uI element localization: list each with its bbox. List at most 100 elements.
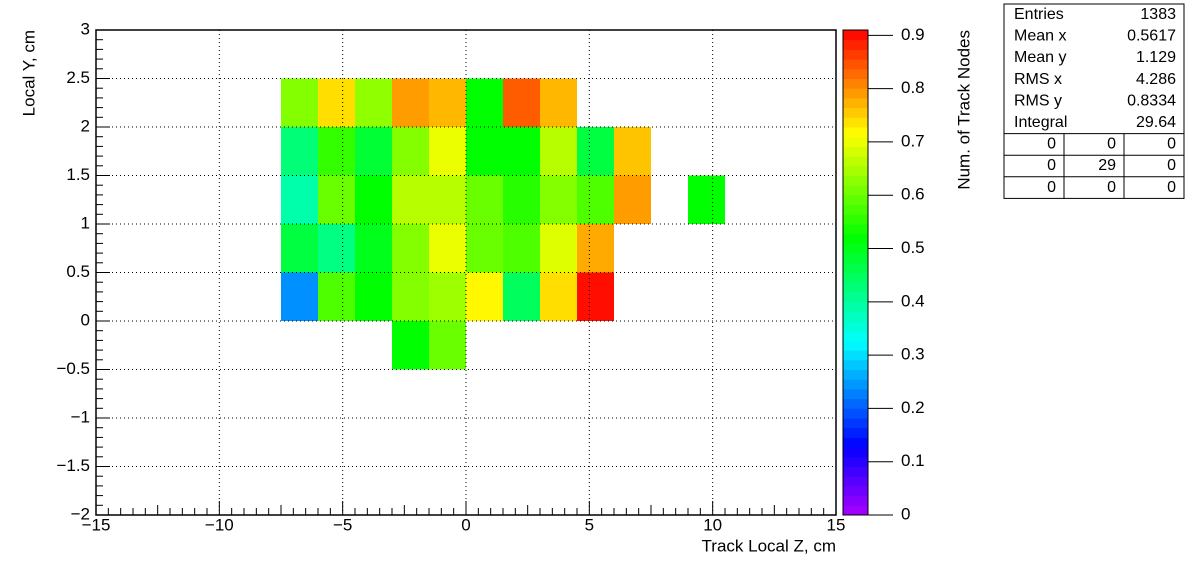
colorbar-step — [843, 369, 868, 380]
y-tick-label: 0 — [81, 310, 90, 329]
colorbar-step — [843, 156, 868, 167]
heat-cell — [577, 127, 614, 176]
z-tick-label: 0.5 — [901, 238, 925, 257]
colorbar-step — [843, 437, 868, 448]
x-tick-label: −15 — [82, 515, 111, 534]
colorbar-step — [843, 476, 868, 487]
colorbar-step — [843, 253, 868, 264]
colorbar-step — [843, 243, 868, 254]
heat-cell — [466, 175, 503, 224]
stats-grid-cell: 0 — [1107, 136, 1116, 153]
heat-cell — [318, 272, 355, 321]
x-tick-label: −5 — [333, 515, 352, 534]
heat-cell — [318, 78, 355, 127]
heat-cell — [281, 224, 318, 273]
z-tick-label: 0.9 — [901, 25, 925, 44]
x-tick-label: 0 — [461, 515, 470, 534]
heat-cell — [318, 224, 355, 273]
heat-cell — [281, 175, 318, 224]
colorbar-step — [843, 127, 868, 138]
heat-cell — [355, 78, 392, 127]
colorbar-step — [843, 398, 868, 409]
y-tick-label: −1.5 — [56, 456, 90, 475]
colorbar-step — [843, 185, 868, 196]
stats-frame — [1003, 3, 1185, 199]
heat-cell — [392, 224, 429, 273]
stats-label: RMS y — [1014, 92, 1062, 109]
colorbar-step — [843, 466, 868, 477]
colorbar-step — [843, 224, 868, 235]
colorbar-step — [843, 495, 868, 506]
stats-label: Mean x — [1014, 28, 1066, 45]
stats-label: Entries — [1014, 6, 1064, 23]
stats-grid-cell: 0 — [1167, 136, 1176, 153]
stats-grid-cell: 0 — [1047, 157, 1056, 174]
heat-cell — [503, 272, 540, 321]
heat-cell — [577, 272, 614, 321]
colorbar-frame — [842, 29, 869, 516]
colorbar-step — [843, 408, 868, 419]
colorbar-step — [843, 194, 868, 206]
stats-value: 0.8334 — [1127, 92, 1176, 109]
colorbar-step — [843, 204, 868, 215]
colorbar-step — [843, 447, 868, 458]
colorbar-step — [843, 340, 868, 351]
stats-grid-cell: 0 — [1167, 179, 1176, 196]
heat-cell — [540, 175, 577, 224]
heat-cell — [540, 78, 577, 127]
heat-cell — [392, 78, 429, 127]
colorbar-step — [843, 68, 868, 79]
z-tick-label: 0.2 — [901, 398, 925, 417]
heat-cell — [577, 175, 614, 224]
colorbar-step — [843, 485, 868, 497]
colorbar-step — [843, 427, 868, 438]
plot-frame — [95, 29, 837, 516]
stats-grid-cell: 0 — [1047, 179, 1056, 196]
heat-cell — [392, 127, 429, 176]
y-tick-label: 1 — [81, 213, 90, 232]
x-axis-title: Track Local Z, cm — [702, 536, 836, 555]
stats-value: 1383 — [1140, 6, 1176, 23]
stats-label: RMS x — [1014, 71, 1062, 88]
heat-cell — [503, 175, 540, 224]
y-tick-label: −2 — [71, 504, 90, 523]
colorbar-step — [843, 59, 868, 70]
heat-cell — [466, 127, 503, 176]
colorbar-step — [843, 88, 868, 99]
colorbar-step — [843, 146, 868, 157]
colorbar-step — [843, 107, 868, 118]
heat-cell — [281, 272, 318, 321]
z-tick-label: 0.7 — [901, 131, 925, 150]
heat-cell — [392, 272, 429, 321]
z-tick-label: 0.1 — [901, 451, 925, 470]
colorbar-step — [843, 359, 868, 370]
heat-cell — [429, 224, 466, 273]
heat-cell — [540, 272, 577, 321]
colorbar-step — [843, 30, 868, 41]
x-tick-label: −10 — [205, 515, 234, 534]
y-tick-label: 2 — [81, 116, 90, 135]
heat-cell — [614, 127, 651, 176]
stats-grid-cell: 0 — [1047, 136, 1056, 153]
heat-cell — [503, 78, 540, 127]
heat-cell — [503, 224, 540, 273]
y-tick-label: 2.5 — [66, 68, 90, 87]
z-tick-label: 0.8 — [901, 78, 925, 97]
y-axis-title: Local Y, cm — [19, 30, 38, 116]
colorbar-step — [843, 117, 868, 128]
stats-grid-cell: 0 — [1107, 179, 1116, 196]
heat-cell — [318, 175, 355, 224]
heat-cell — [466, 78, 503, 127]
colorbar-step — [843, 272, 868, 283]
heat-cell — [355, 224, 392, 273]
stats-value: 1.129 — [1136, 49, 1176, 66]
stats-value: 4.286 — [1136, 71, 1176, 88]
heat-cell — [429, 321, 466, 370]
heat-cell — [429, 78, 466, 127]
heat-cell — [614, 175, 651, 224]
stats-grid-cell: 0 — [1167, 157, 1176, 174]
stats-value: 0.5617 — [1127, 28, 1176, 45]
heat-cell — [318, 127, 355, 176]
y-tick-label: 1.5 — [66, 165, 90, 184]
colorbar-step — [843, 418, 868, 429]
